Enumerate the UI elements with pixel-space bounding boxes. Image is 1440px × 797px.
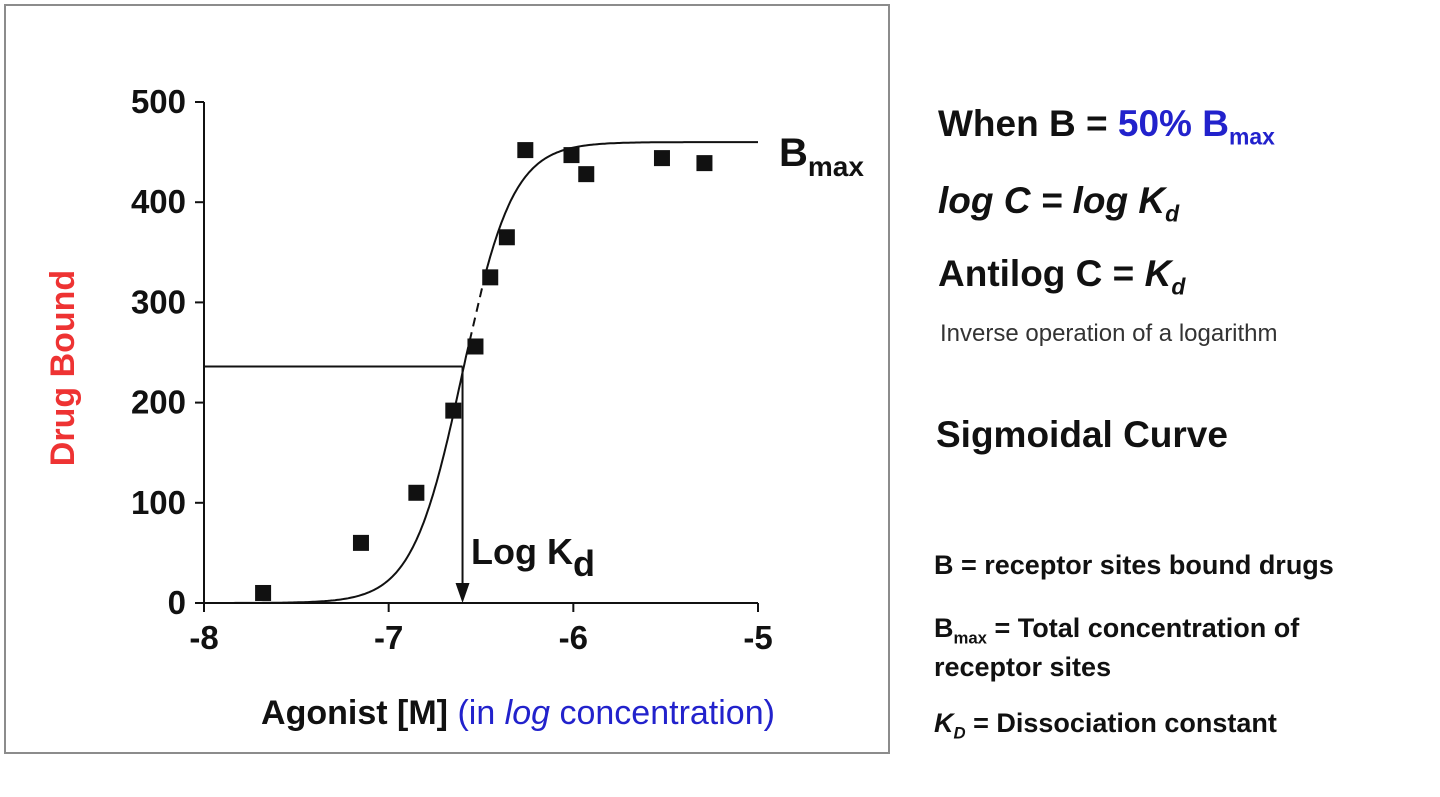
x-tick-label: -6 bbox=[559, 619, 588, 656]
x-tick-label: -5 bbox=[743, 619, 772, 656]
data-point bbox=[352, 534, 369, 551]
data-point bbox=[255, 584, 272, 601]
data-point bbox=[467, 338, 484, 355]
x-tick-label: -8 bbox=[189, 619, 218, 656]
x-ticks: -8 -7 -6 -5 bbox=[189, 603, 773, 656]
curve-type-label: Sigmoidal Curve bbox=[936, 414, 1228, 455]
antilog-note: Inverse operation of a logarithm bbox=[940, 320, 1278, 347]
x-axis-label: Agonist [M] (in log concentration) bbox=[261, 694, 775, 732]
y-tick-label: 200 bbox=[131, 384, 186, 421]
data-point bbox=[482, 269, 499, 286]
when-b-prefix: When B = bbox=[938, 103, 1118, 144]
data-point bbox=[696, 155, 713, 172]
log-kd-annotation: Log Kd bbox=[471, 531, 595, 584]
data-point bbox=[563, 147, 580, 164]
log-c-equation: log C = log Kd bbox=[938, 180, 1180, 227]
definition-bmax: Bmax = Total concentration of receptor si… bbox=[934, 613, 1300, 683]
y-tick-label: 300 bbox=[131, 283, 186, 320]
bmax-annotation: Bmax bbox=[779, 131, 864, 182]
definition-kd: KD = Dissociation constant bbox=[934, 708, 1277, 743]
half-bmax-highlight: 50% Bmax bbox=[1117, 103, 1275, 150]
drug-binding-chart: 0 100 200 300 400 500 -8 -7 -6 -5 Bmax Log Kd Dr… bbox=[44, 83, 864, 732]
antilog-equation: Antilog C = Kd bbox=[938, 253, 1186, 300]
y-tick-label: 500 bbox=[131, 83, 186, 120]
data-point bbox=[517, 142, 534, 159]
x-tick-label: -7 bbox=[374, 619, 403, 656]
curve-dashed-segment bbox=[465, 276, 486, 356]
data-point bbox=[498, 229, 515, 246]
when-b-line: When B = 50% Bmax bbox=[938, 103, 1275, 150]
y-tick-label: 0 bbox=[168, 584, 186, 621]
y-tick-label: 400 bbox=[131, 183, 186, 220]
y-tick-label: 100 bbox=[131, 484, 186, 521]
definition-b: B = receptor sites bound drugs bbox=[934, 550, 1334, 580]
data-point bbox=[653, 150, 670, 167]
data-point bbox=[445, 402, 462, 419]
y-axis-label: Drug Bound bbox=[44, 270, 82, 466]
chart-panel: 0 100 200 300 400 500 -8 -7 -6 -5 Bmax Log Kd Dr… bbox=[4, 4, 890, 754]
data-points bbox=[255, 142, 713, 601]
data-point bbox=[578, 166, 595, 183]
log-kd-arrowhead bbox=[455, 583, 470, 603]
data-point bbox=[408, 484, 425, 501]
sigmoid-fit-curve bbox=[222, 141, 758, 604]
y-ticks: 0 100 200 300 400 500 bbox=[131, 83, 204, 621]
